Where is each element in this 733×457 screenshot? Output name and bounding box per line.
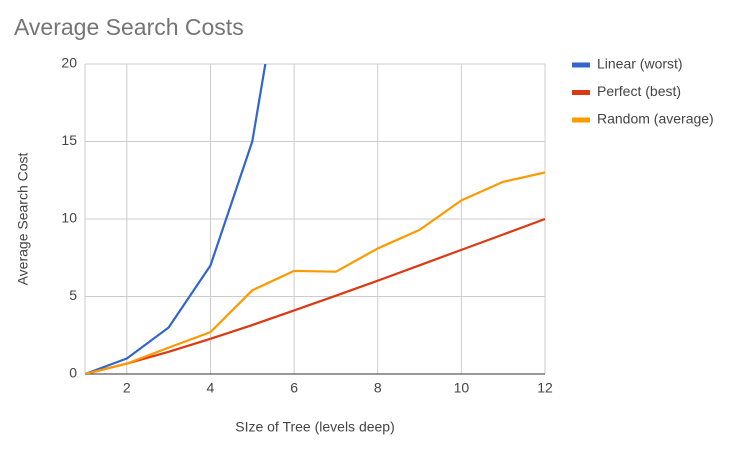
y-tick-label: 0 [69, 365, 77, 381]
series-line [85, 64, 267, 374]
grid: 0 5 10 15 20 2 4 6 8 10 12 [61, 55, 553, 396]
x-tick-label: 10 [454, 380, 470, 396]
y-tick-label: 15 [61, 132, 77, 148]
legend: Linear (worst) Perfect (best) Random (aver… [572, 56, 714, 127]
y-tick-label: 20 [61, 55, 77, 71]
x-axis-label: SIze of Tree (levels deep) [235, 419, 395, 435]
x-tick-label: 8 [374, 380, 382, 396]
plot-area [85, 64, 545, 374]
legend-label: Perfect (best) [597, 83, 681, 99]
series-line [85, 217, 545, 374]
y-axis-label: Average Search Cost [15, 152, 31, 285]
series-line [85, 171, 545, 374]
legend-label: Random (average) [597, 111, 714, 127]
y-tick-label: 10 [61, 210, 77, 226]
x-tick-label: 4 [207, 380, 215, 396]
x-tick-label: 2 [123, 380, 131, 396]
legend-label: Linear (worst) [597, 56, 683, 72]
x-tick-label: 12 [537, 380, 553, 396]
x-tick-label: 6 [290, 380, 298, 396]
y-tick-label: 5 [69, 287, 77, 303]
chart-title: Average Search Costs [14, 14, 244, 40]
